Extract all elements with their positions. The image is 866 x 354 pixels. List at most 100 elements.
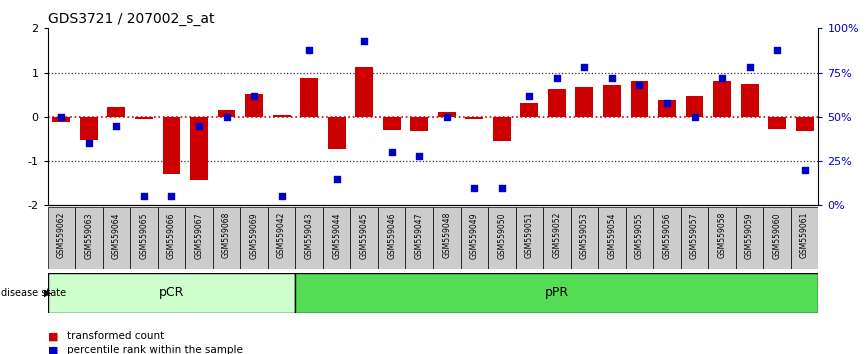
Bar (625, 207, 653, 269)
Text: GSM559057: GSM559057 (690, 212, 699, 258)
Point (743, 64, 757, 70)
Text: GSM559067: GSM559067 (195, 212, 204, 258)
Bar (53, 117, 70, 122)
Text: GSM559043: GSM559043 (305, 212, 313, 258)
Bar (433, 207, 461, 269)
Bar (630, 81, 649, 117)
Text: ■: ■ (48, 346, 58, 354)
Bar (796, 117, 813, 131)
Text: disease state: disease state (1, 288, 66, 298)
Text: GSM559048: GSM559048 (443, 212, 451, 258)
Text: GSM559064: GSM559064 (112, 212, 121, 258)
Text: GSM559047: GSM559047 (415, 212, 423, 258)
Bar (686, 96, 703, 117)
Point (358, 38, 372, 44)
Point (798, 167, 811, 173)
Bar (163, 117, 180, 175)
Bar (708, 207, 736, 269)
Text: GSM559061: GSM559061 (800, 212, 809, 258)
Bar (653, 207, 681, 269)
Text: GSM559066: GSM559066 (167, 212, 176, 258)
Bar (405, 207, 433, 269)
Point (412, 153, 426, 159)
Point (302, 47, 316, 52)
Bar (323, 207, 351, 269)
Bar (295, 273, 818, 313)
Point (82, 141, 96, 146)
Point (550, 75, 564, 81)
Bar (543, 207, 571, 269)
Text: GSM559058: GSM559058 (718, 212, 727, 258)
Point (55, 114, 68, 120)
Bar (493, 117, 511, 141)
Bar (103, 207, 130, 269)
Text: pPR: pPR (545, 286, 569, 299)
Point (494, 185, 508, 190)
Point (578, 64, 591, 70)
Bar (240, 207, 268, 269)
Bar (185, 207, 213, 269)
Bar (351, 207, 378, 269)
Point (330, 176, 344, 182)
Text: GSM559054: GSM559054 (607, 212, 617, 258)
Bar (465, 117, 483, 120)
Bar (268, 207, 295, 269)
Bar (301, 78, 318, 117)
Bar (327, 117, 346, 149)
Bar (410, 117, 428, 131)
Point (109, 123, 123, 129)
Text: GSM559052: GSM559052 (553, 212, 561, 258)
Bar (603, 85, 621, 117)
Point (632, 82, 646, 88)
Point (468, 185, 481, 190)
Bar (295, 207, 323, 269)
Bar (713, 81, 731, 117)
Text: GSM559051: GSM559051 (525, 212, 533, 258)
Text: GSM559044: GSM559044 (333, 212, 341, 258)
Bar (520, 103, 539, 117)
Text: GSM559059: GSM559059 (745, 212, 754, 258)
Text: GSM559046: GSM559046 (387, 212, 397, 258)
Bar (245, 94, 263, 117)
Bar (571, 207, 598, 269)
Bar (190, 117, 208, 180)
Text: GSM559069: GSM559069 (249, 212, 259, 258)
Bar (598, 207, 625, 269)
Text: GSM559049: GSM559049 (469, 212, 479, 258)
Bar (488, 207, 515, 269)
Text: GSM559056: GSM559056 (662, 212, 671, 258)
Bar (80, 117, 98, 140)
Bar (273, 115, 291, 117)
Bar (658, 100, 676, 117)
Bar (213, 207, 240, 269)
Point (165, 194, 178, 199)
Bar (135, 117, 153, 119)
Point (770, 47, 784, 52)
Point (688, 114, 701, 120)
Bar (75, 207, 103, 269)
Bar (130, 207, 158, 269)
Text: GSM559063: GSM559063 (84, 212, 94, 258)
Bar (763, 207, 791, 269)
Text: pCR: pCR (158, 286, 184, 299)
Text: ▶: ▶ (44, 288, 52, 298)
Text: GSM559053: GSM559053 (580, 212, 589, 258)
Text: GSM559065: GSM559065 (139, 212, 148, 258)
Text: percentile rank within the sample: percentile rank within the sample (67, 346, 242, 354)
Text: GSM559045: GSM559045 (359, 212, 369, 258)
Point (137, 194, 151, 199)
Bar (438, 112, 456, 117)
Bar (736, 207, 763, 269)
Bar (515, 207, 543, 269)
Bar (48, 273, 295, 313)
Text: transformed count: transformed count (67, 331, 164, 341)
Text: GSM559060: GSM559060 (772, 212, 782, 258)
Bar (768, 117, 786, 129)
Bar (107, 107, 126, 117)
Text: GSM559062: GSM559062 (57, 212, 66, 258)
Text: GSM559050: GSM559050 (497, 212, 507, 258)
Point (385, 149, 398, 155)
Bar (378, 207, 405, 269)
Bar (355, 67, 373, 117)
Point (247, 93, 261, 98)
